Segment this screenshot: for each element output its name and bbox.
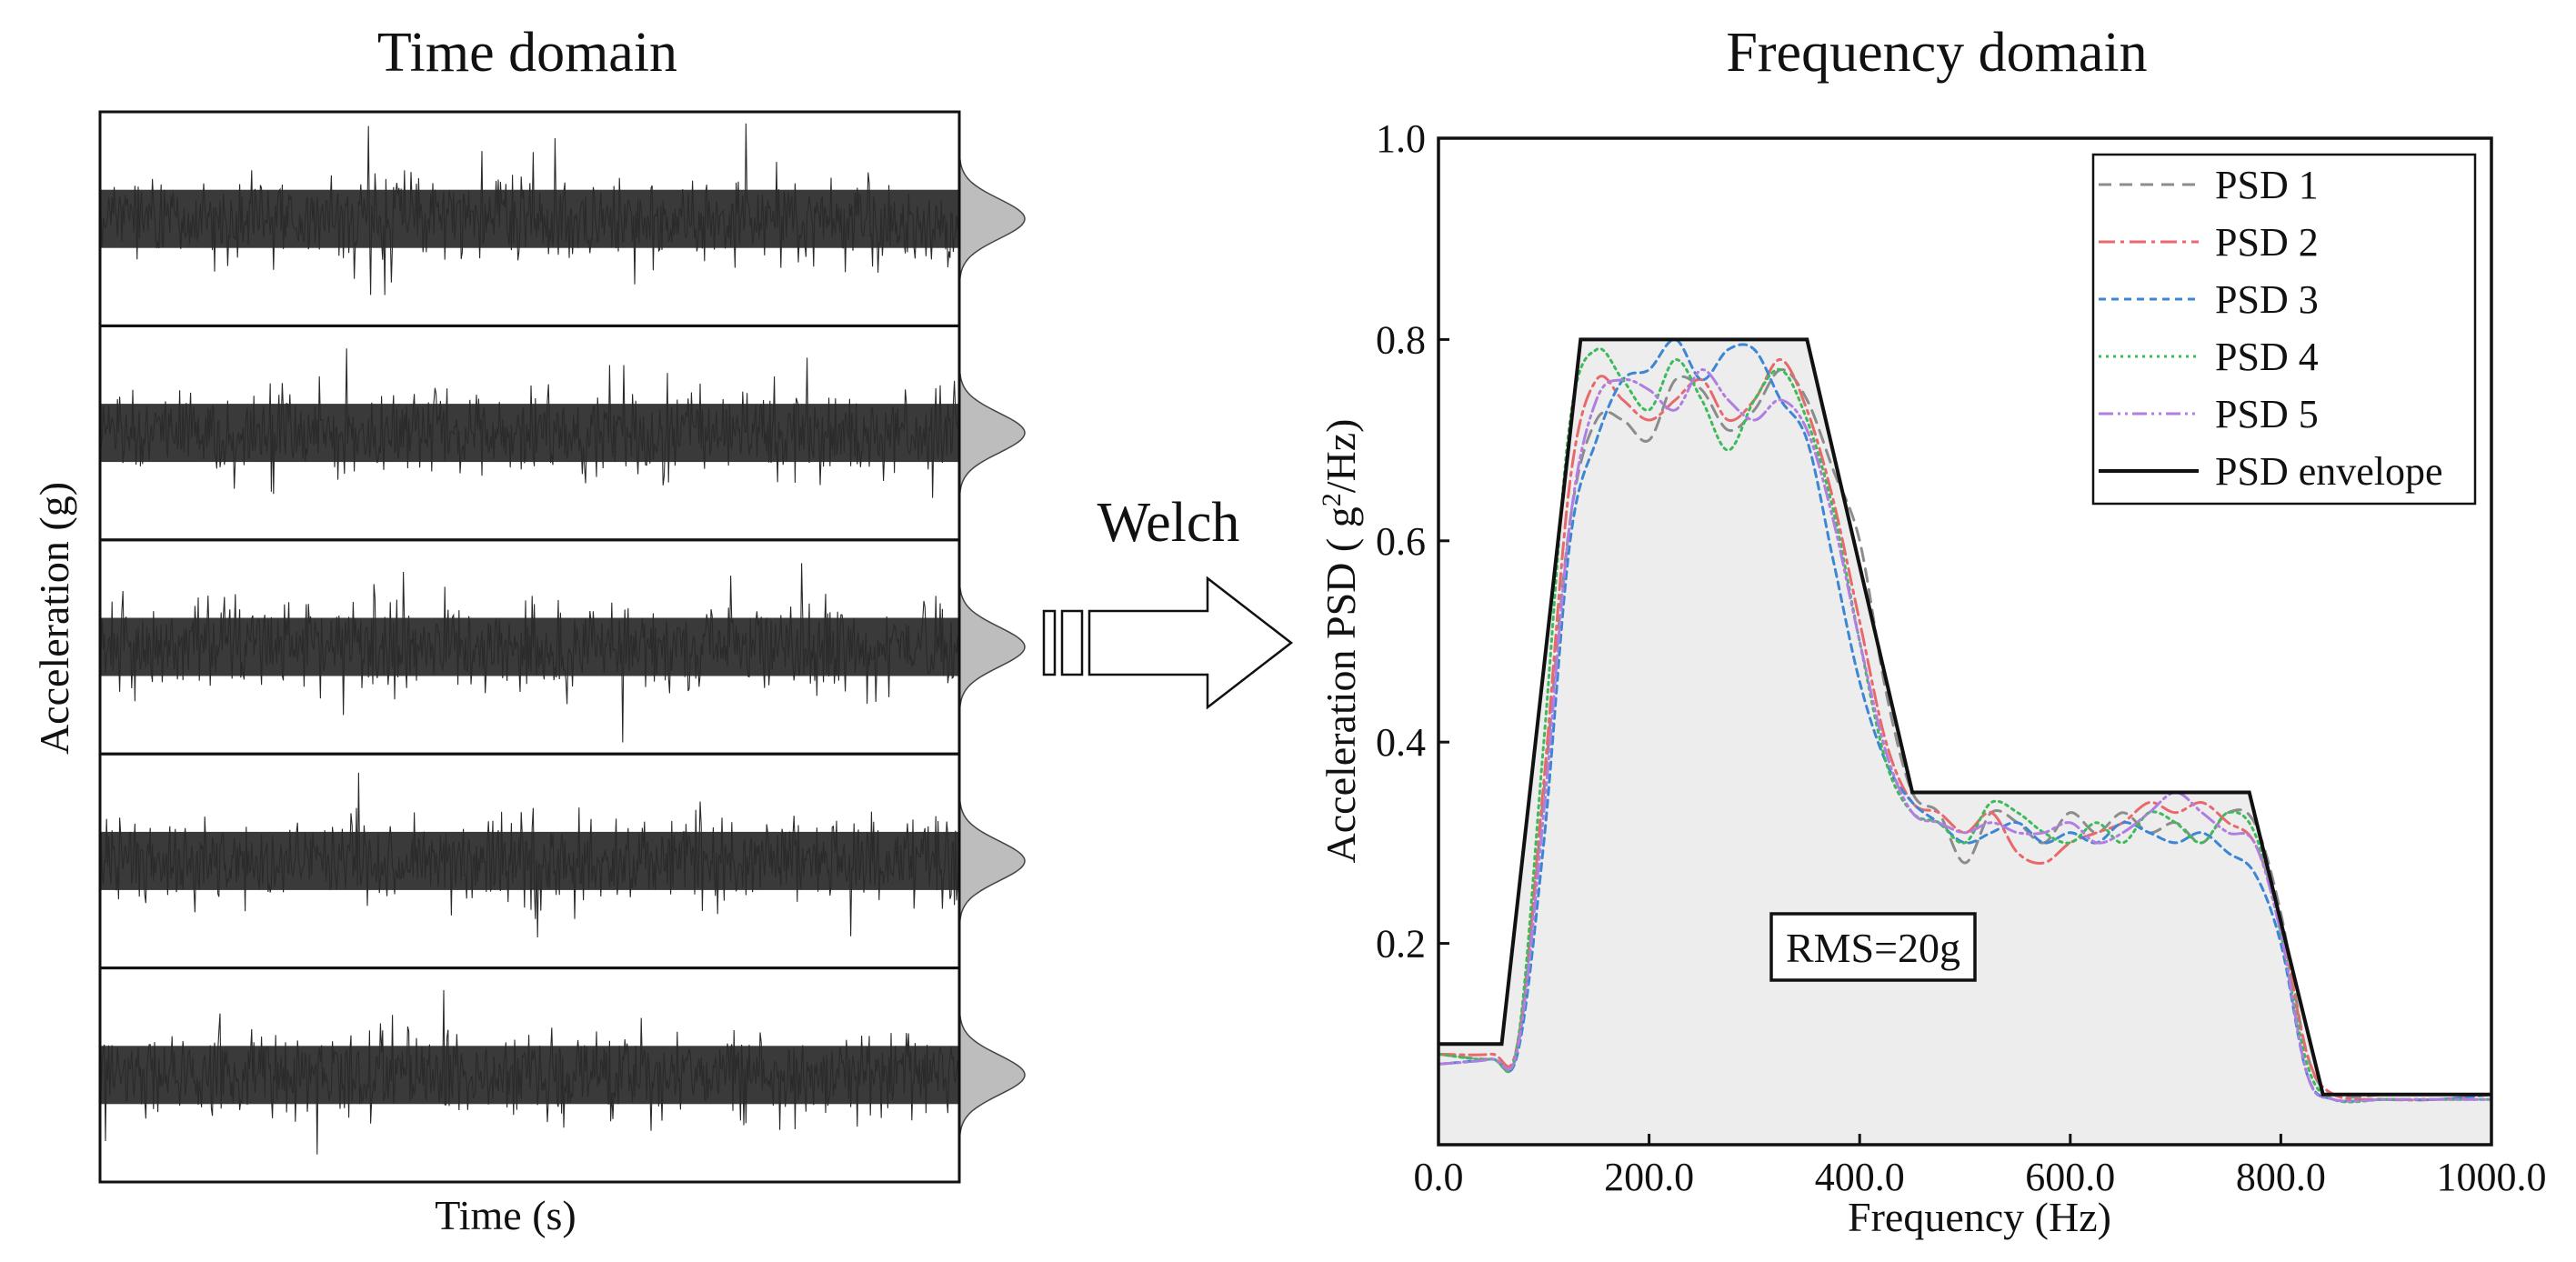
trace-frame-5 [98,967,961,1184]
welch-arrow-group: Welch [1042,492,1294,710]
psd-plot-frame [1437,136,2493,1147]
x-tick-label-3: 400.0 [1815,1155,1905,1199]
psd-ticks: 0.0 200.0 400.0 600.0 800.0 1000.0 0.2 0.4 0.6 0.… [1376,116,2547,1199]
gaussian-distribution-3 [958,546,1026,747]
rms-annotation-label: RMS=20g [1786,925,1960,971]
psd-chart: Acceleration PSD ( g2/Hz) Frequency (Hz)… [1317,116,2547,1240]
time-trace-3 [99,563,959,743]
envelope-fill-layer [1438,339,2491,1145]
time-domain-xlabel: Time (s) [435,1192,576,1238]
gaussian-distribution-1 [958,119,1026,319]
psd-xlabel: Frequency (Hz) [1848,1194,2111,1240]
envelope-layer [1438,337,2491,1097]
amplitude-distributions [958,119,1026,1175]
x-tick-label-1: 0.0 [1414,1155,1464,1199]
time-domain-title: Time domain [377,22,677,84]
legend-label-5: PSD 5 [2215,392,2319,436]
psd-envelope-line [1438,337,2491,1097]
y-tick-label-5: 1.0 [1376,116,1426,161]
psd-series-5 [1437,368,2493,1103]
rms-annotation: RMS=20g [1769,912,1977,982]
arrow-tail-bar-2 [1060,609,1084,676]
time-trace-5 [99,989,959,1155]
y-tick-label-3: 0.6 [1376,519,1426,564]
time-trace-1 [99,123,959,295]
psd-ylabel-main: Acceleration PSD ( g [1318,506,1364,863]
time-domain-panel: Acceleration (g) Time (s) [31,110,1026,1238]
time-trace-4 [99,772,959,938]
gaussian-distribution-4 [958,761,1026,961]
gaussian-distribution-2 [958,333,1026,533]
legend-label-3: PSD 3 [2215,277,2319,322]
psd-ylabel-sup: 2 [1317,493,1347,506]
envelope-fill [1438,339,2491,1145]
legend-label-4: PSD 4 [2215,335,2319,379]
y-tick-label-1: 0.2 [1376,922,1426,967]
time-domain-ylabel: Acceleration (g) [31,482,77,755]
arrow-icon [1088,576,1294,710]
psd-series-1 [1437,368,2493,1099]
y-tick-label-2: 0.4 [1376,720,1426,765]
psd-series-3 [1437,337,2493,1103]
psd-ylabel-tail: /Hz) [1318,419,1364,494]
psd-ylabel: Acceleration PSD ( g2/Hz) [1317,419,1364,864]
x-tick-label-4: 600.0 [2025,1155,2115,1199]
frequency-domain-title: Frequency domain [1726,22,2147,84]
welch-label: Welch [1098,492,1240,554]
legend-label-2: PSD 2 [2215,220,2319,265]
psd-series-layer [1437,337,2493,1104]
time-trace-2 [99,348,959,498]
gaussian-distribution-5 [958,975,1026,1175]
legend-box [2091,153,2477,506]
x-tick-label-6: 1000.0 [2437,1155,2547,1199]
legend-label-6: PSD envelope [2215,449,2443,494]
rms-annotation-box [1769,912,1977,982]
legend-label-1: PSD 1 [2215,163,2319,207]
y-tick-label-4: 0.8 [1376,317,1426,362]
trace-frames [98,110,961,1184]
time-traces [99,123,959,1155]
psd-legend: PSD 1 PSD 2 PSD 3 PSD 4 PSD 5 PSD envelope [2091,153,2477,506]
arrow-tail-bar-1 [1042,609,1057,676]
x-tick-label-5: 800.0 [2236,1155,2326,1199]
x-tick-label-2: 200.0 [1604,1155,1694,1199]
